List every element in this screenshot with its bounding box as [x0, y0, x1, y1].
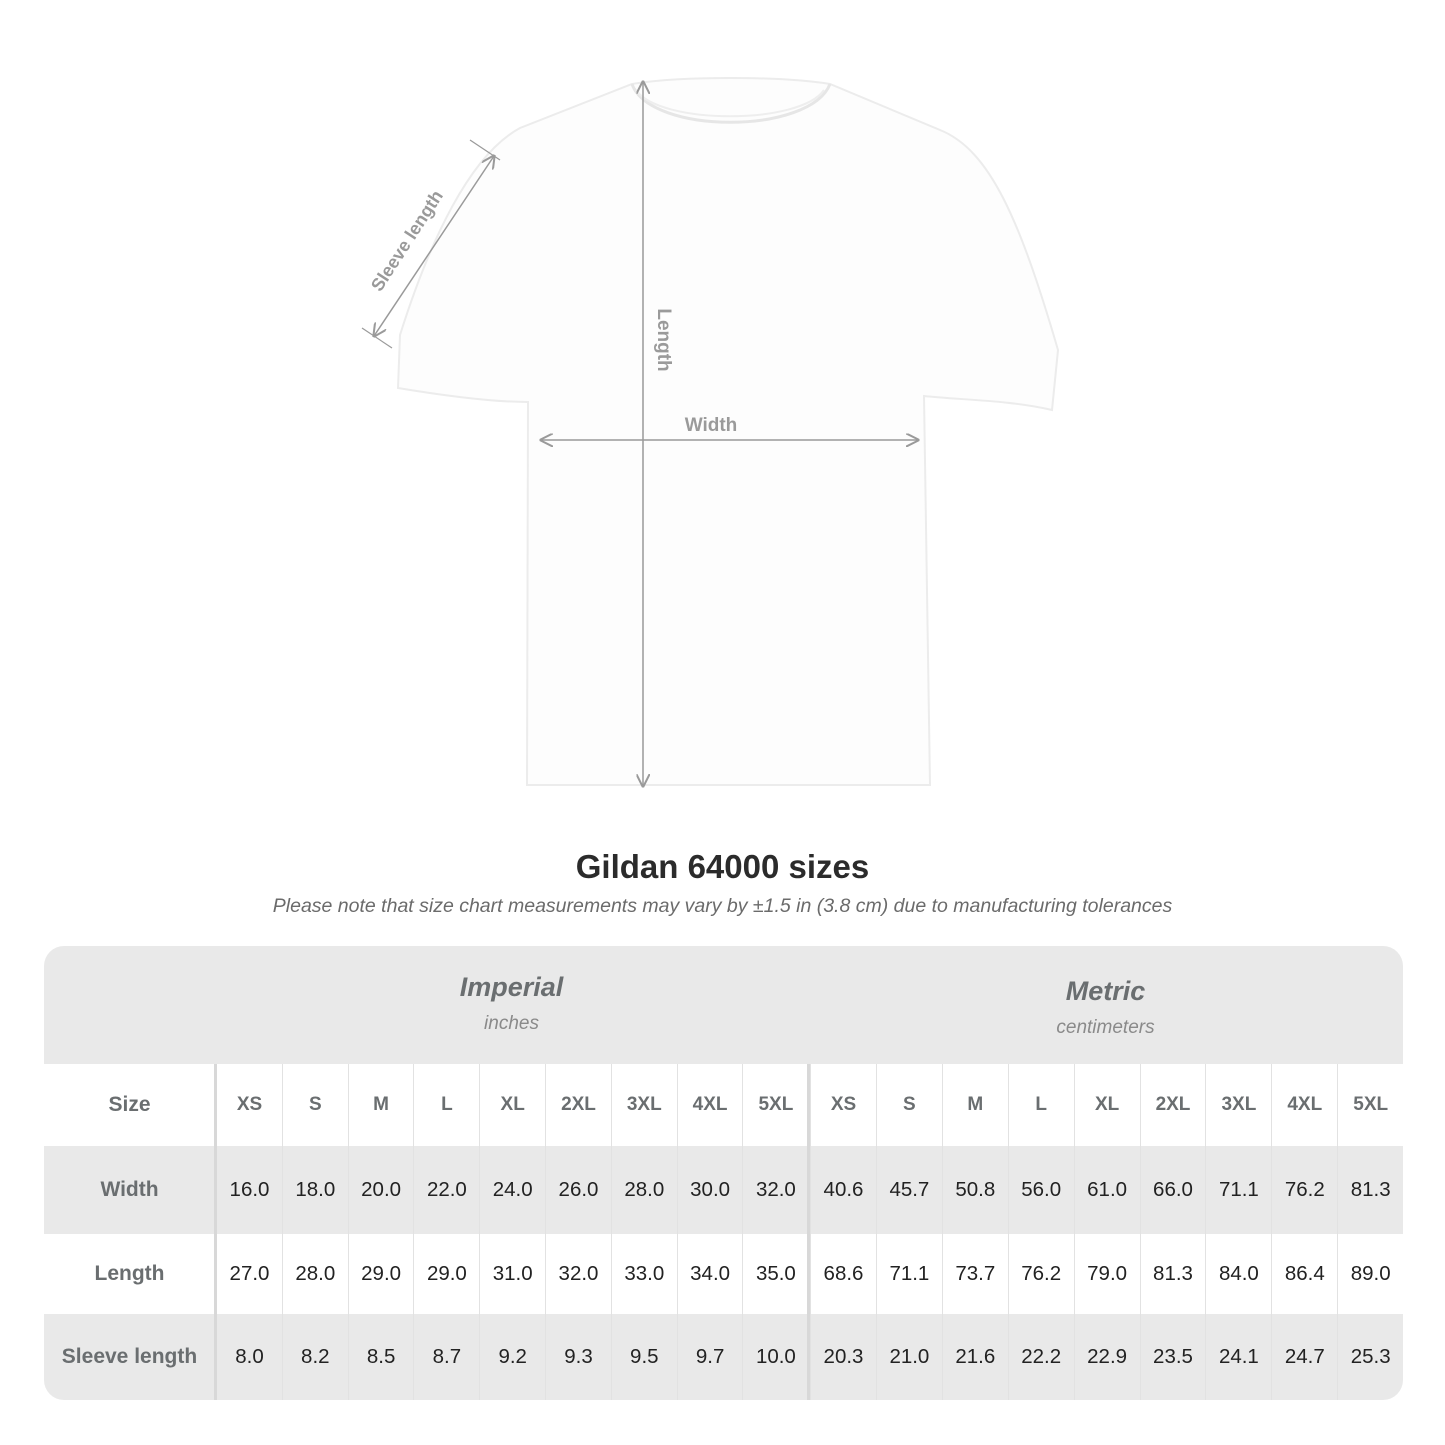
- metric-header: Metric centimeters: [808, 946, 1403, 1094]
- table-cell: 28.0: [610, 1146, 677, 1234]
- row-label: Size: [108, 1093, 151, 1116]
- table-cell: 29.0: [413, 1234, 479, 1314]
- metric-unit: centimeters: [1056, 1017, 1155, 1038]
- table-cell: 10.0: [742, 1314, 808, 1400]
- table-cell: 25.3: [1337, 1314, 1403, 1400]
- table-cell: 61.0: [1073, 1146, 1140, 1234]
- table-cell: 27.0: [216, 1234, 282, 1314]
- length-label: Length: [653, 308, 674, 371]
- size-header-cell: 5XL: [742, 1064, 808, 1146]
- table-cell: 34.0: [676, 1234, 743, 1314]
- table-cell: 8.5: [347, 1314, 414, 1400]
- table-cell: 9.3: [545, 1314, 611, 1400]
- size-header-cell: 5XL: [1337, 1064, 1403, 1146]
- table-cell: 24.1: [1205, 1314, 1271, 1400]
- table-row: Length 27.0 28.0 29.0 29.0 31.0 32.0 33.0 34.0 35…: [44, 1234, 1403, 1314]
- size-header-cell: S: [875, 1064, 942, 1146]
- size-header-cell: 4XL: [1271, 1064, 1337, 1146]
- size-header-cell: M: [347, 1064, 414, 1146]
- table-cell: 68.6: [810, 1234, 876, 1314]
- table-cell: 8.0: [216, 1314, 282, 1400]
- size-header-cell: XL: [479, 1064, 545, 1146]
- table-cell: 16.0: [216, 1146, 282, 1234]
- size-header-cell: L: [1007, 1064, 1074, 1146]
- table-cell: 71.1: [875, 1234, 942, 1314]
- table-cell: 20.0: [347, 1146, 414, 1234]
- table-cell: 33.0: [610, 1234, 677, 1314]
- size-header-cell: XS: [810, 1064, 876, 1146]
- table-cell: 9.5: [610, 1314, 677, 1400]
- table-cell: 9.7: [676, 1314, 743, 1400]
- table-cell: 20.3: [810, 1314, 876, 1400]
- table-cell: 24.0: [479, 1146, 545, 1234]
- metric-title: Metric: [1065, 976, 1146, 1006]
- imperial-title: Imperial: [459, 972, 564, 1002]
- table-cell: 50.8: [941, 1146, 1008, 1234]
- table-cell: 30.0: [676, 1146, 743, 1234]
- size-header-cell: 2XL: [545, 1064, 611, 1146]
- row-label: Sleeve length: [61, 1345, 198, 1368]
- column-divider: [807, 1064, 810, 1400]
- table-cell: 45.7: [875, 1146, 942, 1234]
- tolerance-note: Please note that size chart measurements…: [272, 895, 1173, 917]
- table-cell: 81.3: [1337, 1146, 1403, 1234]
- table-row: Sleeve length 8.0 8.2 8.5 8.7 9.2 9.3 9.5 9.7 10.…: [44, 1314, 1403, 1400]
- table-cell: 73.7: [941, 1234, 1008, 1314]
- imperial-unit: inches: [484, 1013, 539, 1034]
- table-cell: 84.0: [1205, 1234, 1271, 1314]
- table-cell: 8.7: [413, 1314, 479, 1400]
- table-cell: 89.0: [1337, 1234, 1403, 1314]
- row-label: Width: [100, 1178, 159, 1201]
- table-cell: 22.0: [413, 1146, 479, 1234]
- table-cell: 71.1: [1205, 1146, 1271, 1234]
- table-cell: 22.2: [1007, 1314, 1074, 1400]
- size-header-cell: 3XL: [1205, 1064, 1271, 1146]
- table-cell: 23.5: [1139, 1314, 1206, 1400]
- table-cell: 76.2: [1271, 1146, 1337, 1234]
- imperial-header: Imperial inches: [215, 946, 808, 1090]
- size-header-cell: XS: [216, 1064, 282, 1146]
- column-divider: [214, 1064, 217, 1400]
- size-header-cell: 4XL: [676, 1064, 743, 1146]
- table-cell: 18.0: [281, 1146, 348, 1234]
- sleeve-arrow: [374, 156, 494, 336]
- size-header-row: Size XS S M L XL 2XL 3XL 4XL 5XL XS S M L XL 2XL 3XL 4XL 5…: [44, 1064, 1403, 1146]
- table-row: Width 16.0 18.0 20.0 22.0 24.0 26.0 28.0 30.0 32.…: [44, 1146, 1403, 1234]
- size-header-cell: 3XL: [610, 1064, 677, 1146]
- size-header-cell: L: [413, 1064, 479, 1146]
- table-cell: 66.0: [1139, 1146, 1206, 1234]
- table-cell: 28.0: [281, 1234, 348, 1314]
- table-cell: 24.7: [1271, 1314, 1337, 1400]
- size-header-cell: S: [281, 1064, 348, 1146]
- table-cell: 32.0: [742, 1146, 808, 1234]
- table-cell: 31.0: [479, 1234, 545, 1314]
- table-cell: 35.0: [742, 1234, 808, 1314]
- table-cell: 9.2: [479, 1314, 545, 1400]
- row-label: Length: [94, 1262, 165, 1285]
- table-cell: 22.9: [1073, 1314, 1140, 1400]
- size-header-cell: XL: [1073, 1064, 1140, 1146]
- table-cell: 40.6: [810, 1146, 876, 1234]
- table-cell: 21.6: [941, 1314, 1008, 1400]
- table-cell: 79.0: [1073, 1234, 1140, 1314]
- table-cell: 56.0: [1007, 1146, 1074, 1234]
- table-cell: 21.0: [875, 1314, 942, 1400]
- width-label: Width: [685, 415, 738, 436]
- table-cell: 29.0: [347, 1234, 414, 1314]
- size-header-cell: M: [941, 1064, 1008, 1146]
- size-table: Imperial inches Metric centimeters Size X…: [44, 946, 1403, 1400]
- table-cell: 76.2: [1007, 1234, 1074, 1314]
- table-cell: 81.3: [1139, 1234, 1206, 1314]
- tshirt-diagram: Sleeve length Length Width: [361, 77, 1060, 820]
- table-cell: 86.4: [1271, 1234, 1337, 1314]
- table-cell: 26.0: [545, 1146, 611, 1234]
- page-title: Gildan 64000 sizes: [575, 848, 870, 885]
- size-header-cell: 2XL: [1139, 1064, 1206, 1146]
- table-cell: 32.0: [545, 1234, 611, 1314]
- table-cell: 8.2: [281, 1314, 348, 1400]
